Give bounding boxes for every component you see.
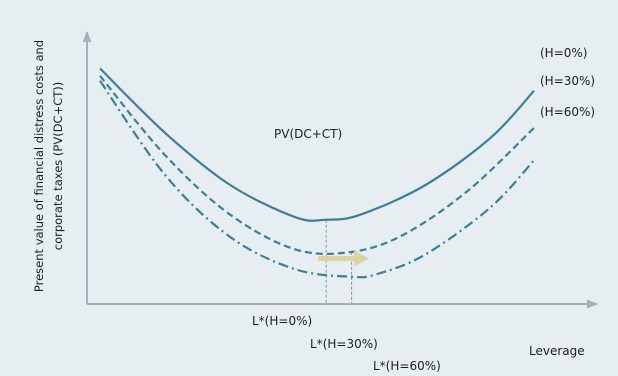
optimum-label-h30: L*(H=30%) — [310, 337, 378, 351]
y-axis-label-line-2: corporate taxes (PV(DC+CT)) — [51, 82, 65, 251]
curves — [99, 67, 535, 279]
series-line-2 — [99, 75, 535, 256]
series-line-1 — [99, 67, 535, 222]
y-axis-label-line-1: Present value of financial distress cost… — [32, 40, 46, 292]
curve-label: PV(DC+CT) — [274, 127, 342, 141]
shift-arrow — [318, 250, 369, 267]
optimum-guide-lines — [325, 219, 353, 304]
optimum-label-h60: L*(H=60%) — [373, 359, 441, 373]
series-line-3 — [99, 80, 535, 279]
optimum-label-h0: L*(H=0%) — [252, 314, 312, 328]
series-label-h0: (H=0%) — [540, 46, 587, 60]
y-axis-label: Present value of financial distress cost… — [32, 40, 65, 292]
x-axis-label: Leverage — [529, 344, 585, 358]
series-label-h30: (H=30%) — [540, 74, 595, 88]
series-label-h60: (H=60%) — [540, 105, 595, 119]
